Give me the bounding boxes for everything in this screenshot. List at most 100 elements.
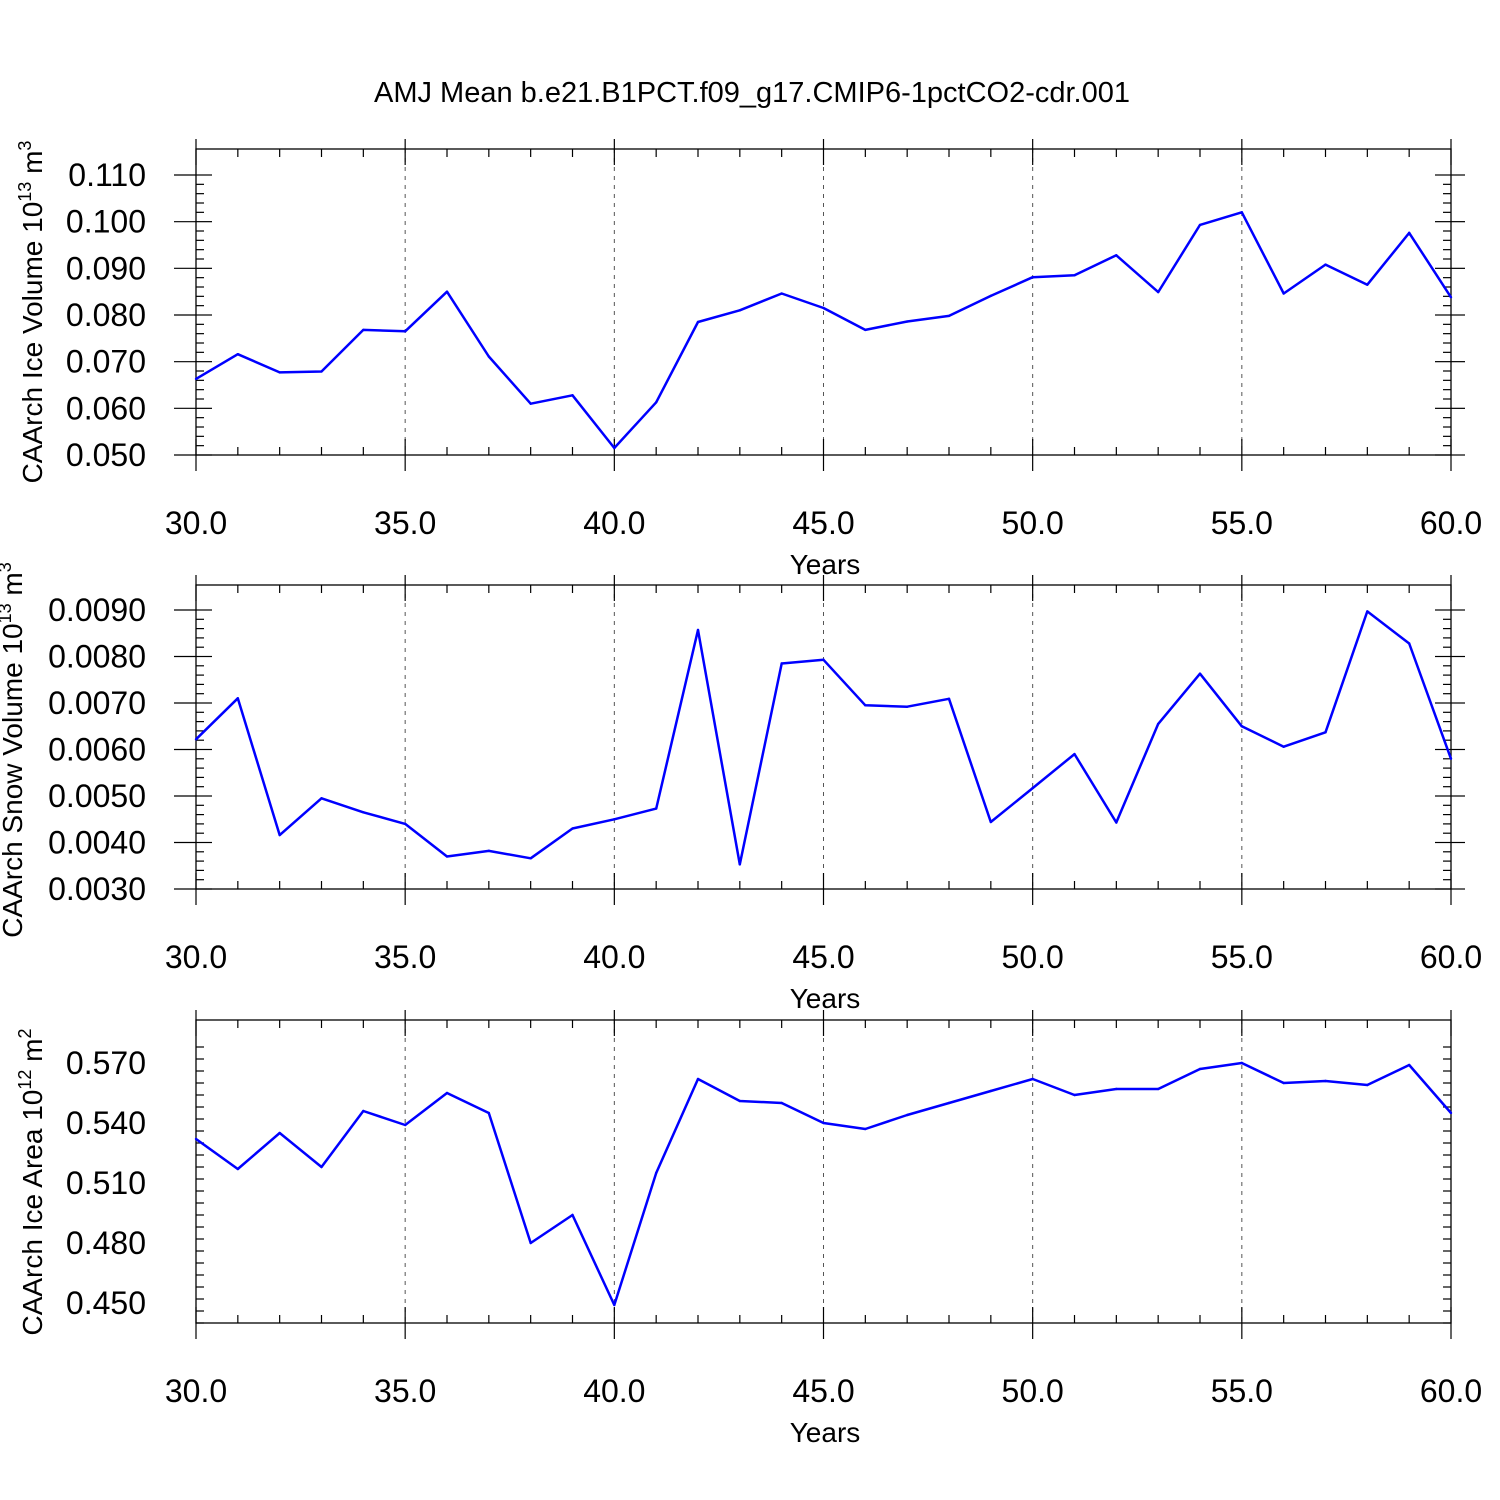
data-point [654, 401, 658, 404]
y-tick-label: 0.450 [66, 1285, 146, 1321]
data-point [780, 292, 783, 295]
data-point [822, 658, 825, 661]
y-tick-label: 0.100 [66, 204, 146, 240]
y-tick-label: 0.540 [66, 1105, 146, 1141]
x-tick-label: 50.0 [1002, 505, 1064, 541]
data-point [1115, 821, 1118, 824]
y-tick-label: 0.0040 [48, 825, 146, 861]
y-tick-label: 0.0050 [48, 778, 146, 814]
data-point [696, 1077, 700, 1081]
data-point [989, 1089, 993, 1093]
chart-title: AMJ Mean b.e21.B1PCT.f09_g17.CMIP6-1pctC… [374, 77, 1130, 109]
y-tick-label: 0.080 [66, 297, 146, 333]
x-tick-label: 40.0 [583, 505, 645, 541]
data-point [1407, 1063, 1411, 1067]
data-point [362, 811, 365, 814]
data-point [905, 320, 909, 323]
y-axis-label: CAArch Snow Volume 1013 m3 [0, 562, 28, 938]
data-point [696, 320, 700, 324]
x-axis-label: Years [790, 983, 861, 1014]
data-point [1198, 223, 1202, 227]
data-point [236, 353, 240, 356]
data-point [1366, 1083, 1369, 1087]
data-point [571, 1213, 574, 1217]
data-point [738, 1099, 742, 1103]
data-point [1366, 610, 1369, 613]
x-tick-label: 55.0 [1211, 939, 1273, 975]
y-tick-label: 0.110 [68, 157, 146, 193]
data-point [1449, 757, 1453, 760]
data-point [320, 1165, 323, 1169]
data-point [1324, 731, 1327, 734]
data-point [780, 1101, 783, 1105]
x-tick-label: 40.0 [583, 939, 645, 975]
y-tick-label: 0.090 [66, 250, 146, 286]
data-point [194, 377, 198, 381]
data-point [864, 704, 867, 707]
data-point [487, 849, 491, 853]
y-tick-label: 0.0090 [48, 592, 146, 628]
data-point [1282, 1081, 1285, 1085]
panel-3: 30.0 35.0 40.0 45.0 50.0 55.0 60.0 0.450 0.480 0.… [15, 1010, 1482, 1448]
data-point [738, 863, 742, 866]
y-axis-label: CAArch Ice Volume 1013 m3 [15, 141, 48, 484]
data-point [236, 697, 240, 700]
data-point [1366, 283, 1369, 286]
data-point [571, 827, 574, 830]
data-point [947, 697, 951, 701]
data-point [822, 306, 825, 310]
y-tick-label: 0.570 [66, 1045, 146, 1081]
y-tick-label: 0.0030 [48, 871, 146, 907]
x-axis-label: Years [790, 549, 861, 580]
x-tick-label: 30.0 [165, 939, 227, 975]
data-point [654, 807, 658, 810]
data-point [278, 1131, 281, 1135]
data-point [1240, 211, 1244, 214]
data-point [1449, 1111, 1453, 1115]
data-point [947, 314, 951, 318]
x-tick-label: 35.0 [374, 505, 436, 541]
y-tick-label: 0.480 [66, 1225, 146, 1261]
y-tick-label: 0.0070 [48, 685, 146, 721]
data-point [1407, 642, 1411, 645]
data-point [1031, 1077, 1034, 1081]
data-point [529, 402, 532, 405]
data-point [1115, 254, 1118, 257]
data-point [529, 857, 532, 860]
data-point [1282, 292, 1285, 295]
data-point [1449, 296, 1453, 299]
data-point [278, 371, 281, 374]
x-tick-label: 45.0 [792, 1373, 854, 1409]
data-point [403, 330, 407, 333]
data-point [989, 294, 993, 298]
data-point [236, 1167, 240, 1171]
data-point [1073, 1093, 1076, 1097]
data-point [1156, 1087, 1160, 1091]
data-point [403, 1123, 407, 1127]
y-tick-label: 0.0060 [48, 732, 146, 768]
data-point [613, 818, 616, 821]
x-tick-label: 50.0 [1002, 939, 1064, 975]
x-tick-label: 60.0 [1420, 1373, 1482, 1409]
x-tick-label: 60.0 [1420, 505, 1482, 541]
y-tick-label: 0.060 [66, 390, 146, 426]
data-point [320, 797, 323, 800]
data-point [194, 1137, 198, 1141]
data-point [654, 1171, 658, 1175]
data-point [445, 1091, 449, 1095]
data-point [1324, 263, 1327, 266]
data-point [1240, 725, 1244, 728]
y-axis-label: CAArch Ice Area 1012 m2 [15, 1028, 48, 1335]
x-tick-label: 30.0 [165, 505, 227, 541]
data-point [864, 1127, 867, 1131]
data-point [696, 628, 700, 632]
data-point [403, 822, 407, 826]
x-tick-label: 60.0 [1420, 939, 1482, 975]
data-point [738, 309, 742, 312]
data-point [905, 1113, 909, 1117]
y-tick-label: 0.0080 [48, 639, 146, 675]
x-axis-label: Years [790, 1417, 861, 1448]
data-point [194, 738, 198, 741]
data-point [1198, 672, 1202, 675]
data-point [362, 1109, 365, 1113]
